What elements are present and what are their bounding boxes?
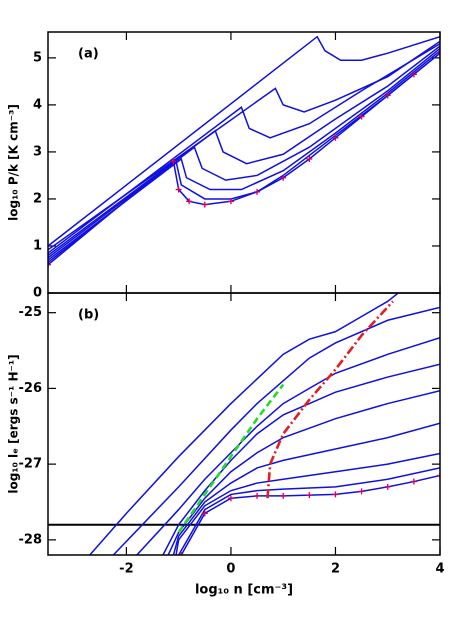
marker — [306, 492, 313, 499]
curve — [48, 43, 440, 254]
y-tick-label: 2 — [33, 191, 42, 206]
y-axis-label: log₁₀ P/k [K cm⁻³] — [7, 104, 21, 221]
y-tick-label: -25 — [19, 305, 43, 320]
y-tick-label: 3 — [33, 144, 42, 159]
marker — [48, 261, 51, 268]
marker — [186, 198, 193, 205]
curve — [136, 336, 440, 555]
marker — [410, 478, 417, 485]
curve — [48, 50, 440, 261]
x-axis-label: log₁₀ n [cm⁻³] — [195, 583, 293, 598]
marker — [170, 158, 177, 165]
marker — [178, 552, 185, 555]
marker — [437, 472, 440, 479]
marker — [410, 71, 417, 78]
curve — [48, 47, 440, 259]
y-tick-label: 0 — [33, 286, 42, 301]
marker — [175, 186, 182, 193]
marker — [201, 201, 208, 208]
curve — [48, 52, 440, 266]
y-tick-label: -28 — [19, 532, 43, 547]
curve — [175, 452, 440, 555]
curve — [48, 35, 440, 247]
marker — [384, 483, 391, 490]
curve — [177, 383, 285, 534]
marker — [201, 510, 208, 517]
marker — [358, 488, 365, 495]
panel-label: (b) — [78, 308, 99, 323]
plot-frame — [47, 292, 441, 556]
curve — [178, 467, 440, 555]
y-tick-label: 4 — [33, 97, 42, 112]
marker — [254, 188, 261, 195]
curve — [162, 363, 440, 555]
marker — [227, 495, 234, 502]
curve — [266, 300, 394, 499]
marker — [280, 174, 287, 181]
x-tick-label: 4 — [435, 562, 444, 577]
y-tick-label: 1 — [33, 238, 42, 253]
panel-label: (a) — [78, 47, 99, 62]
x-tick-label: 0 — [226, 562, 235, 577]
x-tick-label: -2 — [119, 562, 133, 577]
marker — [280, 492, 287, 499]
curve — [48, 45, 440, 256]
marker — [332, 491, 339, 498]
curve — [89, 293, 399, 555]
marker — [384, 92, 391, 99]
marker — [306, 155, 313, 162]
y-axis-label: log₁₀ lₑ [ergs s⁻¹ H⁻¹] — [7, 354, 21, 493]
curve — [172, 422, 440, 555]
marker — [227, 198, 234, 205]
curve — [48, 40, 440, 251]
y-tick-label: -26 — [19, 381, 43, 396]
y-tick-label: 5 — [33, 50, 42, 65]
marker — [254, 492, 261, 499]
marker — [437, 50, 440, 57]
marker — [358, 113, 365, 120]
y-tick-label: -27 — [19, 457, 43, 472]
marker — [332, 134, 339, 141]
x-tick-label: 2 — [331, 562, 340, 577]
